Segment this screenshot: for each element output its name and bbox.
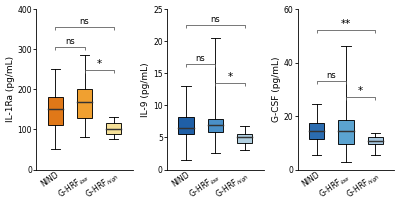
Bar [368,137,383,144]
Text: **: ** [341,20,351,30]
Text: *: * [358,86,363,96]
Text: *: * [227,72,232,82]
Text: ns: ns [80,17,89,26]
Bar [77,89,92,118]
Bar [208,119,223,132]
Text: ns: ns [210,15,220,24]
Y-axis label: G-CSF (pg/mL): G-CSF (pg/mL) [272,57,281,122]
Bar [309,123,324,139]
Bar [106,123,122,134]
Bar [237,134,252,142]
Y-axis label: IL-9 (pg/mL): IL-9 (pg/mL) [141,62,150,117]
Text: ns: ns [65,37,75,46]
Text: ns: ns [326,71,336,80]
Bar [178,117,194,134]
Text: ns: ns [196,54,206,63]
Bar [338,120,354,144]
Bar [48,97,63,125]
Y-axis label: IL-1Ra (pg/mL): IL-1Ra (pg/mL) [6,56,14,122]
Text: *: * [96,59,102,69]
